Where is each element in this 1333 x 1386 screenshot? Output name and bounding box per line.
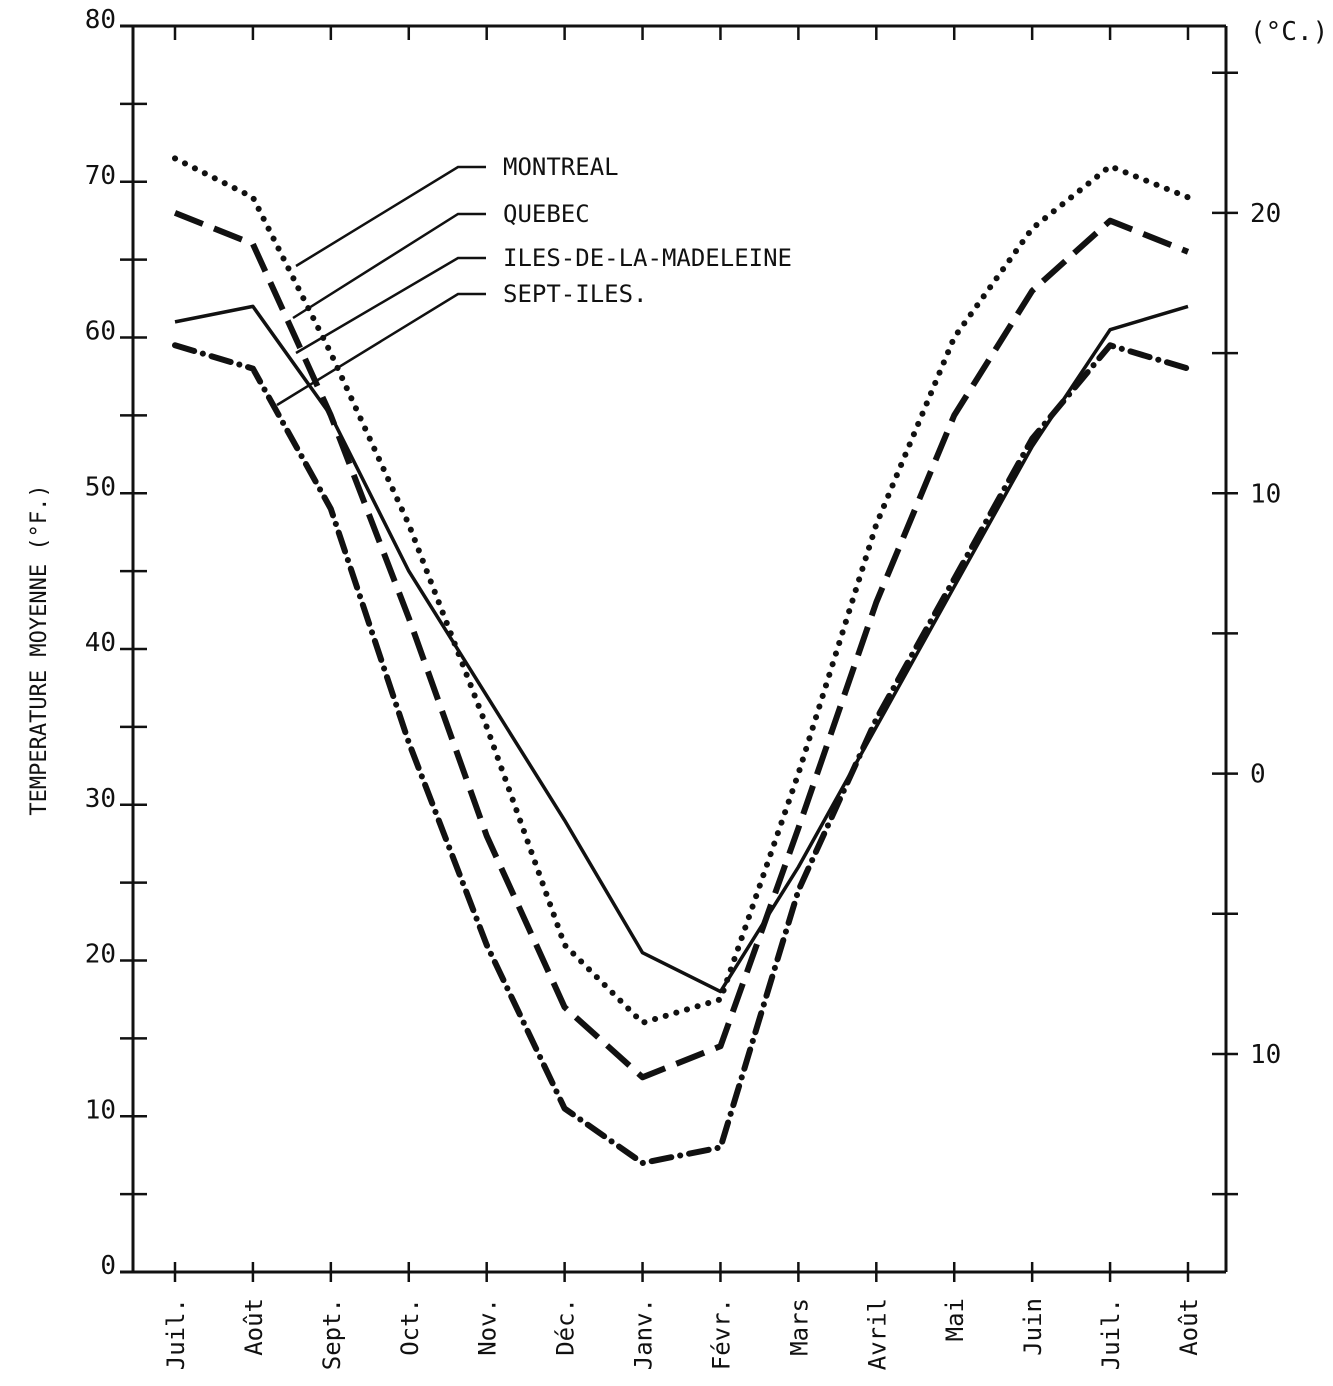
x-tick-label: Nov. — [474, 1298, 502, 1356]
y-tick-label: 10 — [85, 1095, 116, 1125]
legend-label: QUEBEC — [503, 200, 590, 228]
series-line-montreal — [172, 155, 1191, 1026]
x-tick-label: Juin — [1019, 1298, 1047, 1356]
legend-leader-line — [276, 292, 486, 407]
series-line-quebec — [173, 210, 1190, 1081]
y2-axis-title: (°C.) — [1250, 17, 1328, 47]
x-tick-label: Juil. — [162, 1298, 190, 1370]
y-axis-title: TEMPERATURE MOYENNE (°F.) — [27, 484, 52, 815]
series-line-sept-iles — [172, 342, 1191, 1166]
legend-leader-line — [295, 165, 486, 268]
x-tick-label: Avril — [863, 1298, 891, 1370]
y-tick-label: 50 — [85, 472, 116, 502]
series-lines — [172, 155, 1191, 1166]
y-tick-label: 0 — [100, 1251, 116, 1281]
y2-ticks: 20 10 0 10 — [1212, 71, 1281, 1196]
legend-label: ILES-DE-LA-MADELEINE — [503, 244, 792, 272]
y2-tick-label: 10 — [1250, 479, 1281, 509]
x-tick-label: Juil. — [1097, 1298, 1125, 1370]
x-tick-label: Août — [240, 1298, 268, 1356]
x-tick-label: Janv. — [630, 1298, 658, 1370]
y-tick-label: 20 — [85, 940, 116, 970]
y-tick-label: 40 — [85, 628, 116, 658]
x-tick-label: Mai — [941, 1298, 969, 1341]
x-ticks: Juil. Août Sept. Oct. Nov. Déc. Janv. Févr. Mars… — [162, 26, 1203, 1370]
x-tick-label: Oct. — [396, 1298, 424, 1356]
legend-label: SEPT-ILES. — [503, 280, 648, 308]
y2-tick-label: 10 — [1250, 1040, 1281, 1070]
y-ticks: 0 10 20 30 40 50 60 70 80 — [85, 5, 147, 1281]
x-tick-label: Févr. — [707, 1298, 735, 1370]
y-tick-label: 60 — [85, 317, 116, 347]
y-tick-label: 70 — [85, 161, 116, 191]
x-tick-label: Août — [1175, 1298, 1203, 1356]
legend-leader-line — [295, 256, 486, 355]
series-line-iles-de-la-madeleine — [174, 304, 1189, 994]
legend: MONTREAL QUEBEC ILES-DE-LA-MADELEINE SEPT-I… — [276, 153, 792, 407]
x-tick-label: Déc. — [552, 1298, 580, 1356]
legend-leader-line — [292, 212, 486, 320]
x-tick-label: Mars — [785, 1298, 813, 1356]
y2-tick-label: 0 — [1250, 760, 1266, 790]
y-tick-label: 80 — [85, 5, 116, 35]
y-tick-label: 30 — [85, 784, 116, 814]
legend-label: MONTREAL — [503, 153, 619, 181]
x-tick-label: Sept. — [318, 1298, 346, 1370]
y2-tick-label: 20 — [1250, 199, 1281, 229]
